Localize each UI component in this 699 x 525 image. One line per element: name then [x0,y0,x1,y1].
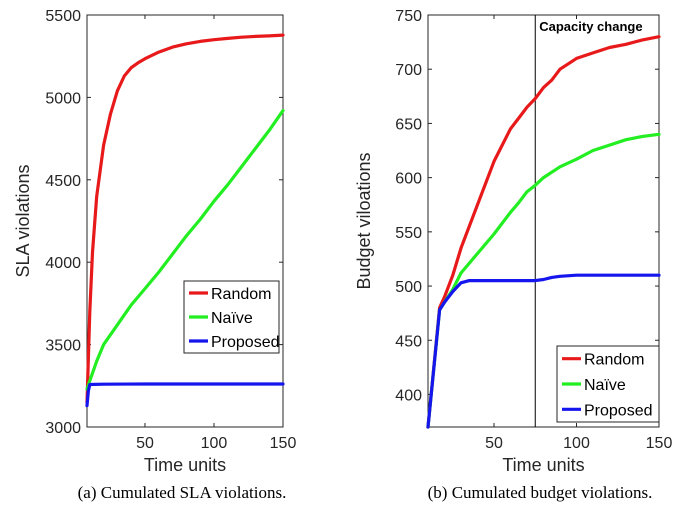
y-tick-label: 400 [395,387,422,404]
y-tick-label: 3000 [45,420,81,437]
series-line-random [426,35,661,429]
series-line-random [85,33,285,404]
y-tick-label: 700 [395,62,422,79]
plot-frame [86,14,284,428]
x-tick-label: 100 [201,435,228,452]
y-tick-label: 3500 [45,338,81,355]
x-tick-label: 100 [563,435,590,452]
x-axis-label: Time units [502,455,584,475]
series-line-nave [85,109,285,391]
legend: Random Naïve Proposed [556,345,660,423]
legend-entry: Random [211,286,271,303]
y-tick-label: 550 [395,225,422,242]
y-tick-label: 600 [395,171,422,188]
x-axis-label: Time units [144,455,226,475]
chart-panel-a: 3000 3500 4000 4500 5000 5500 50 100 150 Time uni… [13,8,296,502]
y-tick-label: 750 [395,8,422,25]
y-tick-label: 450 [395,333,422,350]
y-tick-label: 650 [395,116,422,133]
legend-entry: Proposed [584,402,653,419]
legend-entry: Proposed [211,334,280,351]
series-line-proposed [85,382,285,408]
y-tick-label: 500 [395,279,422,296]
x-tick-label: 50 [136,435,154,452]
y-tick-label: 4500 [45,173,81,190]
x-tick-label: 50 [485,435,503,452]
capacity-change-label: Capacity change [539,19,642,34]
chart-panel-b: 400 450 500 550 600 650 700 750 50 100 150 Time uni… [354,8,672,502]
series-line-proposed [426,273,661,429]
y-tick-label: 5500 [45,8,81,25]
legend-entry: Random [584,352,644,369]
y-axis-label: Budget viloations [354,152,374,289]
legend-entry: Naïve [584,377,626,394]
y-axis-label: SLA violations [13,164,33,277]
x-tick-label: 150 [646,435,673,452]
legend: Random Naïve Proposed [183,280,280,354]
legend-entry: Naïve [211,310,253,327]
y-tick-label: 5000 [45,90,81,107]
y-tick-label: 4000 [45,255,81,272]
x-tick-label: 150 [270,435,297,452]
figure-caption: (a) Cumulated SLA violations. [78,483,287,502]
figure-caption: (b) Cumulated budget violations. [428,483,653,502]
